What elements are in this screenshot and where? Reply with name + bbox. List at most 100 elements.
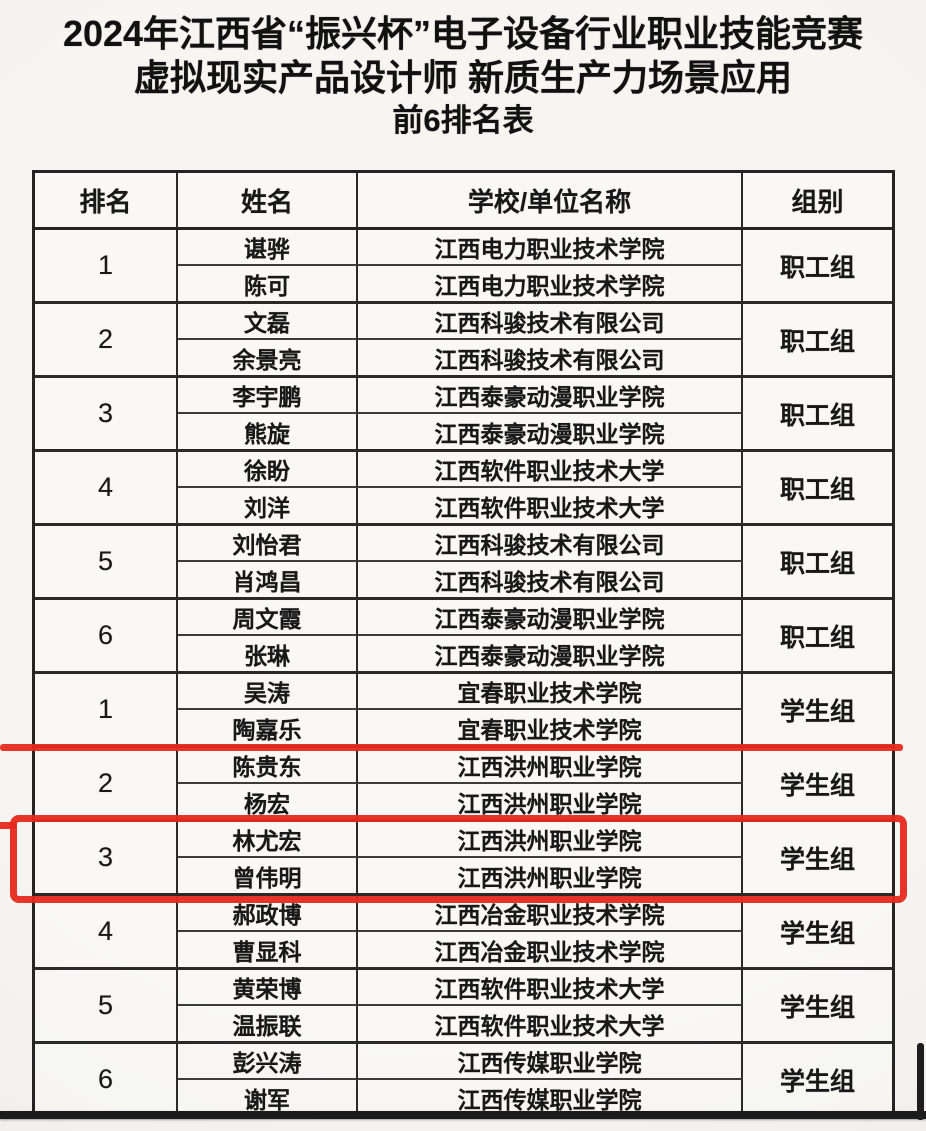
document-title: 2024年江西省“振兴杯”电子设备行业职业技能竞赛 虚拟现实产品设计师 新质生产…: [0, 12, 926, 142]
rank-cell: 3: [35, 822, 178, 893]
title-line-1: 2024年江西省“振兴杯”电子设备行业职业技能竞赛: [62, 13, 864, 54]
group-cell: 职工组: [779, 327, 855, 356]
member-org: 江西洪州职业学院: [358, 822, 743, 858]
rank-cell: 2: [35, 748, 178, 819]
ranking-table: 排名 姓名 学校/单位名称 组别 1 谌骅 江西电力职业技术学院 陈可 江西电力职业技术…: [32, 170, 895, 1115]
member-name: 刘怡君: [178, 526, 358, 562]
member-name: 曹显科: [178, 932, 358, 967]
photo-edge-artifact: [917, 1043, 924, 1120]
group-cell: 职工组: [779, 475, 855, 504]
member-org: 江西电力职业技术学院: [358, 266, 743, 301]
table-row-block: 2 文磊 江西科骏技术有限公司 余景亮 江西科骏技术有限公司 职工组: [35, 301, 892, 375]
table-row-block: 4 郝政博 江西冶金职业技术学院 曹显科 江西冶金职业技术学院 学生组: [35, 893, 892, 967]
member-org: 江西电力职业技术学院: [358, 230, 743, 266]
rank-cell: 3: [35, 378, 178, 449]
title-line-3: 前6排名表: [392, 103, 534, 138]
member-org: 江西洪州职业学院: [358, 784, 743, 819]
table-row-block: 1 谌骅 江西电力职业技术学院 陈可 江西电力职业技术学院 职工组: [35, 230, 892, 301]
rank-cell: 1: [35, 230, 178, 301]
member-org: 江西泰豪动漫职业学院: [358, 378, 743, 414]
member-name: 徐盼: [178, 452, 358, 488]
rank-cell: 6: [35, 600, 178, 671]
member-name: 林尤宏: [178, 822, 358, 858]
member-org: 宜春职业技术学院: [358, 710, 743, 745]
rank-cell: 6: [35, 1044, 178, 1115]
member-org: 江西冶金职业技术学院: [358, 896, 743, 932]
table-row-block: 5 刘怡君 江西科骏技术有限公司 肖鸿昌 江西科骏技术有限公司 职工组: [35, 523, 892, 597]
table-row-block: 6 周文霞 江西泰豪动漫职业学院 张琳 江西泰豪动漫职业学院 职工组: [35, 597, 892, 671]
member-org: 江西科骏技术有限公司: [358, 562, 743, 597]
member-name: 肖鸿昌: [178, 562, 358, 597]
group-cell: 学生组: [779, 919, 855, 948]
member-name: 曾伟明: [178, 858, 358, 893]
member-org: 江西软件职业技术大学: [358, 970, 743, 1006]
member-name: 李宇鹏: [178, 378, 358, 414]
member-name: 文磊: [178, 304, 358, 340]
rank-cell: 4: [35, 896, 178, 967]
member-org: 江西科骏技术有限公司: [358, 304, 743, 340]
member-org: 江西软件职业技术大学: [358, 1006, 743, 1041]
group-cell: 学生组: [779, 697, 855, 726]
table-header-row: 排名 姓名 学校/单位名称 组别: [35, 173, 892, 230]
table-row-block: 1 吴涛 宜春职业技术学院 陶嘉乐 宜春职业技术学院 学生组: [35, 671, 892, 745]
table-rows: 1 谌骅 江西电力职业技术学院 陈可 江西电力职业技术学院 职工组 2 文磊 江西科骏技术有限公…: [35, 230, 892, 1115]
header-group: 组别: [791, 186, 844, 217]
table-row-block: 2 陈贵东 江西洪州职业学院 杨宏 江西洪州职业学院 学生组: [35, 745, 892, 819]
red-pen-highlight-box: [10, 815, 907, 903]
table-row-block: 4 徐盼 江西软件职业技术大学 刘洋 江西软件职业技术大学 职工组: [35, 449, 892, 523]
group-cell: 职工组: [779, 549, 855, 578]
rank-cell: 4: [35, 452, 178, 523]
member-org: 江西软件职业技术大学: [358, 488, 743, 523]
rank-cell: 5: [35, 526, 178, 597]
table-row-block: 3 李宇鹏 江西泰豪动漫职业学院 熊旋 江西泰豪动漫职业学院 职工组: [35, 375, 892, 449]
table-row-block: 6 彭兴涛 江西传媒职业学院 谢军 江西传媒职业学院 学生组: [35, 1041, 892, 1115]
group-cell: 职工组: [779, 401, 855, 430]
member-name: 陶嘉乐: [178, 710, 358, 745]
member-org: 江西冶金职业技术学院: [358, 932, 743, 967]
member-name: 熊旋: [178, 414, 358, 449]
member-org: 江西泰豪动漫职业学院: [358, 636, 743, 671]
member-org: 江西科骏技术有限公司: [358, 340, 743, 375]
member-name: 杨宏: [178, 784, 358, 819]
member-name: 张琳: [178, 636, 358, 671]
red-pen-line: [0, 744, 903, 751]
rank-cell: 5: [35, 970, 178, 1041]
member-name: 彭兴涛: [178, 1044, 358, 1080]
member-org: 江西软件职业技术大学: [358, 452, 743, 488]
group-cell: 职工组: [779, 623, 855, 652]
member-name: 陈贵东: [178, 748, 358, 784]
title-line-2: 虚拟现实产品设计师 新质生产力场景应用: [133, 57, 792, 98]
member-name: 陈可: [178, 266, 358, 301]
group-cell: 学生组: [779, 845, 855, 874]
member-name: 刘洋: [178, 488, 358, 523]
group-cell: 学生组: [779, 771, 855, 800]
table-bottom-border: [0, 1111, 926, 1119]
member-name: 温振联: [178, 1006, 358, 1041]
member-org: 江西泰豪动漫职业学院: [358, 414, 743, 449]
member-name: 余景亮: [178, 340, 358, 375]
member-org: 江西洪州职业学院: [358, 748, 743, 784]
table-row-block: 5 黄荣博 江西软件职业技术大学 温振联 江西软件职业技术大学 学生组: [35, 967, 892, 1041]
member-name: 吴涛: [178, 674, 358, 710]
member-org: 江西科骏技术有限公司: [358, 526, 743, 562]
member-name: 谢军: [178, 1080, 358, 1115]
member-org: 江西传媒职业学院: [358, 1080, 743, 1115]
member-name: 谌骅: [178, 230, 358, 266]
group-cell: 学生组: [779, 1067, 855, 1096]
member-name: 周文霞: [178, 600, 358, 636]
member-name: 黄荣博: [178, 970, 358, 1006]
group-cell: 职工组: [779, 253, 855, 282]
rank-cell: 2: [35, 304, 178, 375]
member-org: 江西洪州职业学院: [358, 858, 743, 893]
member-org: 宜春职业技术学院: [358, 674, 743, 710]
header-rank: 排名: [35, 173, 178, 227]
rank-cell: 1: [35, 674, 178, 745]
red-pen-stroke: [0, 822, 16, 829]
member-org: 江西传媒职业学院: [358, 1044, 743, 1080]
member-org: 江西泰豪动漫职业学院: [358, 600, 743, 636]
header-org: 学校/单位名称: [358, 173, 743, 227]
group-cell: 学生组: [779, 993, 855, 1022]
header-name: 姓名: [178, 173, 358, 227]
member-name: 郝政博: [178, 896, 358, 932]
